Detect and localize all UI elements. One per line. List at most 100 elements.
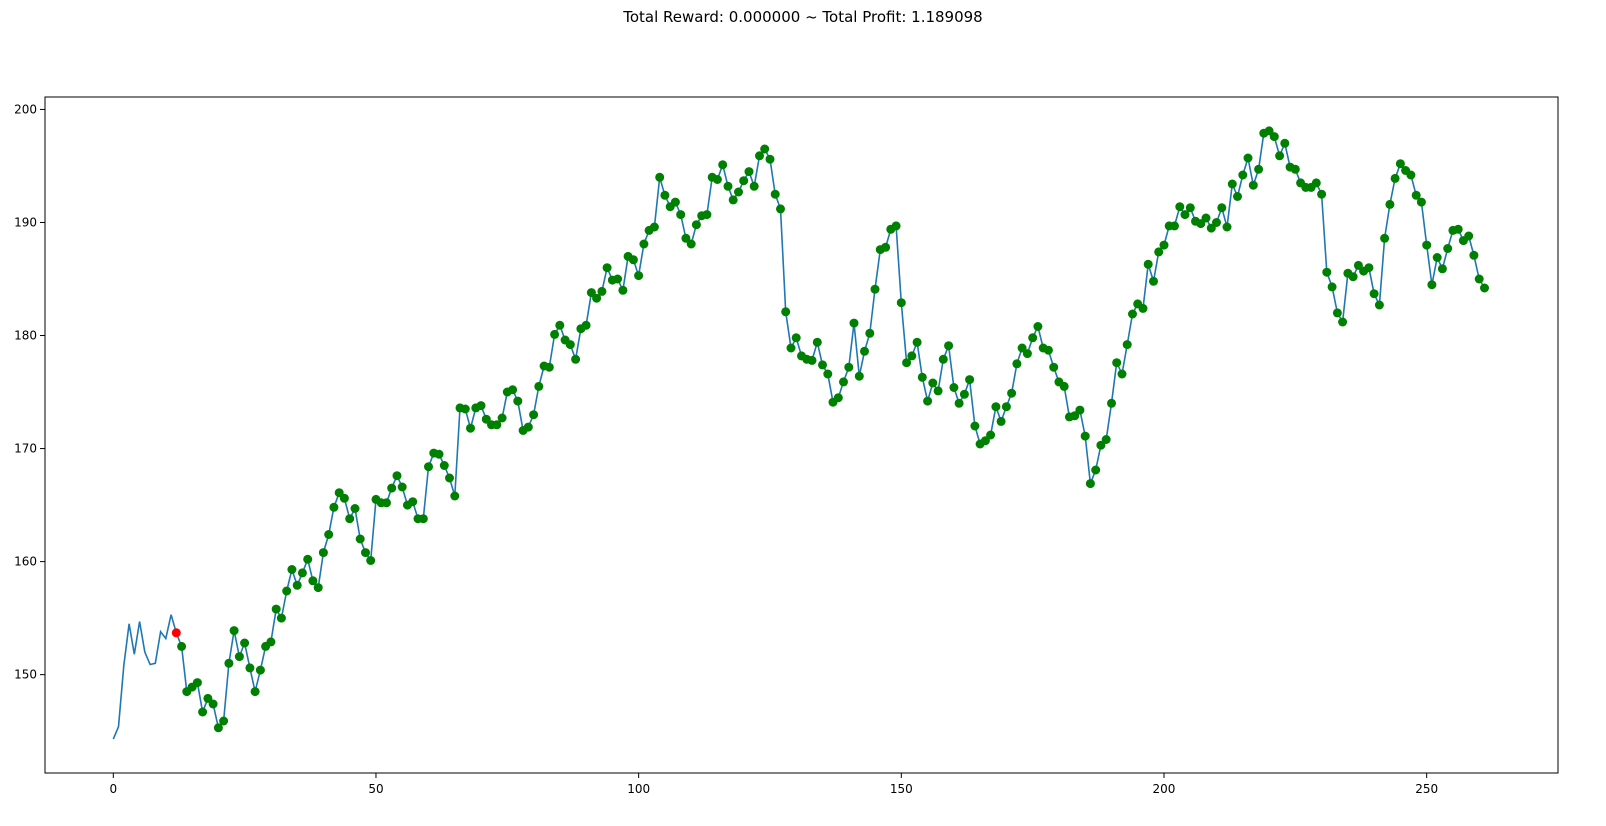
long-position-marker — [1480, 283, 1489, 293]
long-position-marker — [649, 222, 659, 232]
long-position-marker — [959, 389, 969, 399]
long-position-marker — [618, 285, 628, 295]
long-position-marker — [1453, 224, 1463, 234]
long-position-marker — [965, 375, 975, 385]
long-position-marker — [466, 423, 475, 433]
long-position-marker — [266, 637, 276, 647]
long-position-marker — [1464, 231, 1474, 241]
long-position-marker — [424, 462, 433, 472]
long-position-marker — [1227, 179, 1237, 189]
long-position-marker — [1427, 280, 1437, 290]
long-position-marker — [765, 154, 775, 164]
long-position-marker — [681, 233, 691, 243]
y-tick-label: 170 — [14, 442, 37, 456]
long-position-marker — [933, 386, 943, 396]
long-position-marker — [1327, 282, 1337, 292]
ticks-layer: 0 50 100 150 200 250 150 160 170 180 190 200 — [14, 102, 1438, 796]
long-position-marker — [902, 358, 912, 368]
long-position-marker — [287, 565, 297, 574]
long-position-marker — [1159, 240, 1169, 250]
long-position-marker — [361, 548, 370, 558]
long-position-marker — [198, 707, 208, 717]
long-position-marker — [597, 286, 607, 296]
x-tick-label: 200 — [1153, 782, 1176, 796]
long-position-marker — [255, 665, 265, 675]
long-position-marker — [628, 255, 638, 265]
long-position-marker — [345, 514, 355, 524]
long-position-marker — [555, 320, 565, 330]
long-position-marker — [497, 413, 507, 423]
long-position-marker — [339, 493, 349, 503]
long-position-marker — [996, 416, 1006, 426]
long-position-marker — [1017, 343, 1027, 353]
long-position-marker — [234, 652, 244, 662]
long-position-marker — [1075, 405, 1085, 415]
long-position-marker — [534, 381, 544, 391]
long-position-marker — [634, 271, 644, 281]
long-position-marker — [303, 554, 313, 564]
long-position-marker — [854, 371, 864, 381]
long-position-marker — [1154, 247, 1164, 257]
long-position-marker — [613, 274, 623, 284]
long-position-marker — [639, 239, 649, 249]
long-position-marker — [954, 398, 964, 408]
long-position-marker — [592, 293, 602, 303]
long-position-marker — [849, 318, 859, 328]
long-position-marker — [749, 181, 759, 191]
long-position-marker — [355, 534, 365, 544]
long-position-marker — [1128, 309, 1137, 319]
y-tick-label: 190 — [14, 215, 37, 229]
price-series-line — [112, 129, 1486, 740]
long-position-marker — [382, 498, 391, 508]
long-position-marker — [571, 354, 581, 364]
long-position-marker — [791, 333, 801, 343]
long-position-marker — [776, 204, 785, 214]
long-position-marker — [292, 580, 302, 590]
long-position-marker — [408, 497, 418, 507]
long-position-marker — [818, 360, 827, 370]
long-position-marker — [523, 422, 533, 432]
long-position-marker — [1070, 411, 1080, 421]
y-tick-label: 180 — [14, 329, 37, 343]
long-position-marker — [912, 337, 922, 347]
long-position-marker — [1374, 300, 1384, 310]
long-position-marker — [786, 343, 796, 353]
long-position-marker — [770, 189, 780, 199]
long-position-marker — [387, 483, 397, 493]
long-position-marker — [1348, 272, 1358, 282]
y-tick-label: 150 — [14, 668, 37, 682]
long-position-marker — [844, 362, 854, 372]
long-position-marker — [744, 167, 754, 177]
long-position-marker — [1332, 308, 1342, 318]
long-position-marker — [1469, 250, 1479, 260]
long-position-marker — [529, 410, 539, 420]
long-position-marker — [318, 548, 328, 558]
long-position-marker — [1264, 126, 1274, 136]
long-position-marker — [508, 385, 518, 395]
long-position-marker — [1138, 303, 1148, 313]
long-position-marker — [676, 210, 686, 220]
long-position-marker — [860, 346, 869, 356]
long-position-marker — [1311, 178, 1321, 188]
long-position-marker — [1474, 274, 1484, 284]
long-position-marker — [1175, 202, 1185, 212]
long-position-marker — [1422, 240, 1432, 250]
long-position-marker — [781, 307, 791, 317]
long-position-marker — [350, 504, 360, 513]
long-position-marker — [1112, 358, 1122, 368]
long-position-marker — [219, 716, 229, 726]
long-position-marker — [655, 172, 665, 182]
long-position-marker — [1080, 431, 1090, 441]
long-position-marker — [313, 583, 323, 593]
long-position-marker — [297, 568, 307, 578]
long-position-marker — [660, 190, 670, 200]
long-position-marker — [881, 242, 891, 252]
long-position-marker — [712, 175, 722, 184]
long-position-marker — [670, 197, 680, 207]
y-tick-label: 160 — [14, 555, 37, 569]
long-position-marker — [870, 284, 880, 294]
long-position-marker — [581, 320, 591, 330]
long-position-marker — [970, 421, 980, 431]
long-position-marker — [891, 221, 901, 231]
long-position-marker — [991, 402, 1001, 412]
